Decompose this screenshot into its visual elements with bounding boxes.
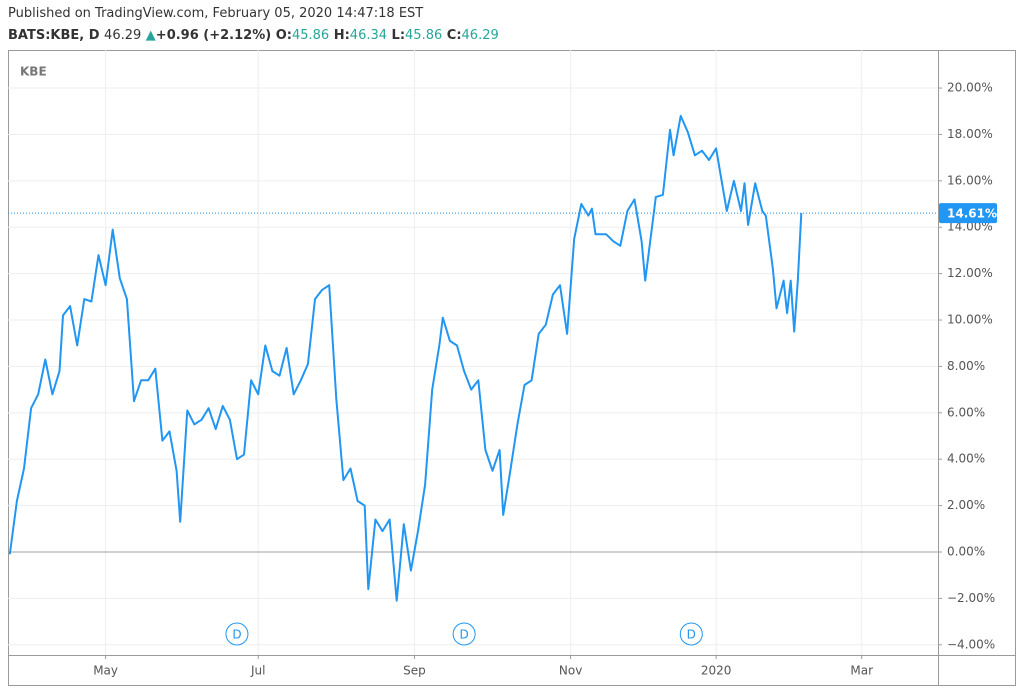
published-line: Published on TradingView.com, February 0… xyxy=(8,6,424,21)
event-label: D xyxy=(460,628,469,642)
y-tick-label: −4.00% xyxy=(947,637,995,651)
event-marker xyxy=(225,622,249,646)
y-tick-label: 2.00% xyxy=(947,498,985,512)
event-marker xyxy=(679,622,703,646)
y-tick-label: 0.00% xyxy=(947,545,985,559)
up-arrow: ▲ xyxy=(145,28,156,43)
x-tick-label: May xyxy=(93,664,118,678)
ohlc-label: C: xyxy=(446,28,462,43)
price-label-box xyxy=(939,203,997,224)
price-line-series xyxy=(8,114,803,602)
x-tick-label: Jul xyxy=(250,664,265,678)
y-tick-label: −2.00% xyxy=(947,591,995,605)
symbol: BATS:KBE, D xyxy=(8,28,100,43)
event-marker xyxy=(452,622,476,646)
chart-frame xyxy=(8,50,1016,686)
ohlc: O:45.86 H:46.34 L:45.86 C:46.29 xyxy=(276,28,499,43)
ohlc-label: O: xyxy=(275,28,292,43)
grid xyxy=(8,50,938,655)
y-tick-label: 8.00% xyxy=(947,359,985,373)
ohlc-value: 46.34 xyxy=(349,28,388,43)
event-label: D xyxy=(687,628,696,642)
y-tick-label: 20.00% xyxy=(947,81,993,95)
y-tick-label: 18.00% xyxy=(947,127,993,141)
change: +0.96 (+2.12%) xyxy=(155,28,272,43)
ohlc-label: L: xyxy=(391,28,406,43)
y-tick-label: 16.00% xyxy=(947,173,993,187)
y-tick-label: 12.00% xyxy=(947,266,993,280)
y-tick-label: 10.00% xyxy=(947,313,993,327)
ohlc-value: 46.29 xyxy=(461,28,499,43)
symbol-line: BATS:KBE, D 46.29 ▲+0.96 (+2.12%) O:45.8… xyxy=(8,28,499,43)
ohlc-value: 45.86 xyxy=(291,28,330,43)
price-label: 14.61% xyxy=(947,207,997,221)
x-tick-label: 2020 xyxy=(701,664,732,678)
x-tick-label: Sep xyxy=(403,664,426,678)
ohlc-label: H: xyxy=(333,28,350,43)
x-tick-label: Mar xyxy=(850,664,873,678)
x-tick-label: Nov xyxy=(559,664,582,678)
y-tick-label: 14.00% xyxy=(947,220,993,234)
ohlc-value: 45.86 xyxy=(405,28,443,43)
price: 46.29 xyxy=(104,28,142,43)
series-name: KBE xyxy=(20,65,47,79)
y-tick-label: 6.00% xyxy=(947,405,985,419)
event-label: D xyxy=(232,628,241,642)
y-tick-label: 4.00% xyxy=(947,452,985,466)
